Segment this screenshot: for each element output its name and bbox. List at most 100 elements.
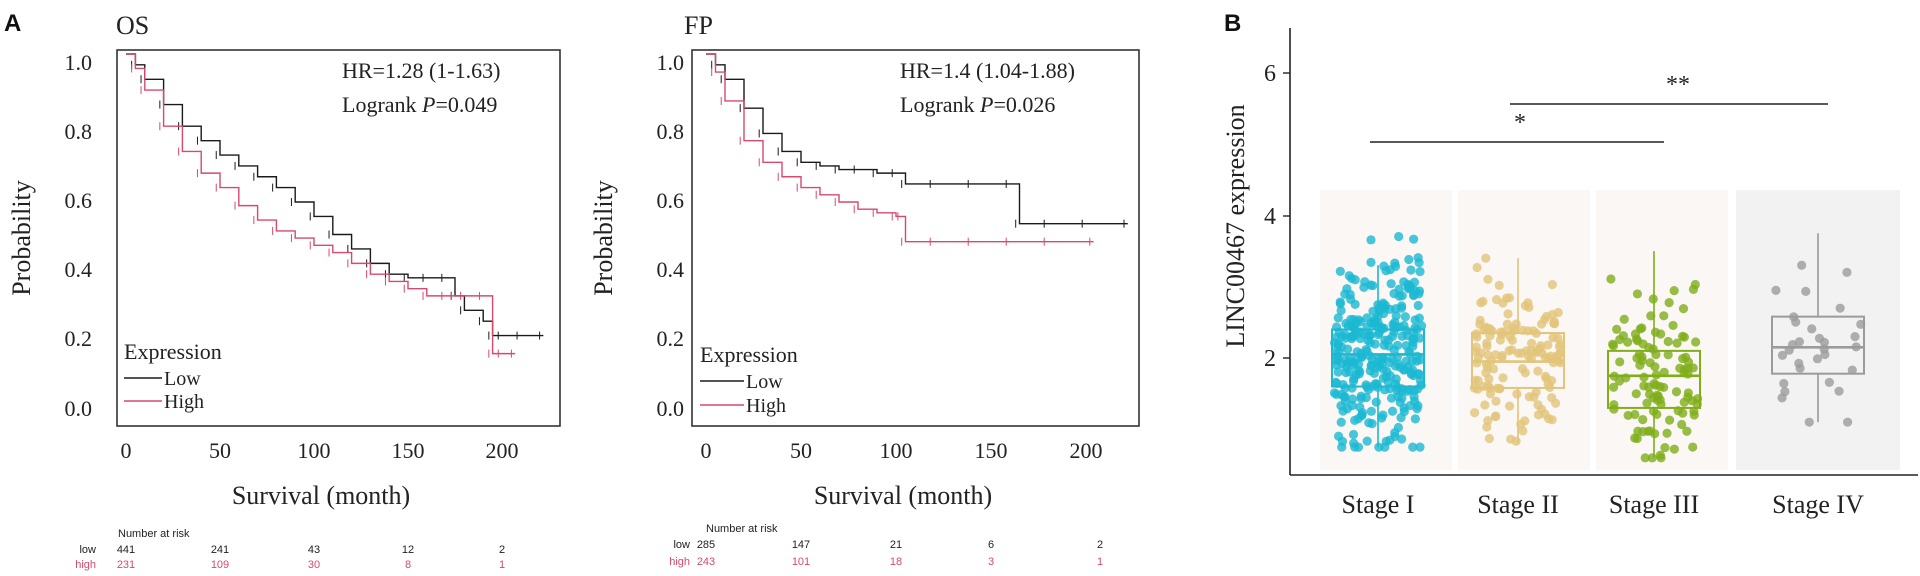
- x-tick-label: Stage II: [1477, 490, 1559, 519]
- data-point: [1635, 360, 1645, 370]
- data-point: [1373, 329, 1383, 340]
- x-tick-label: 0: [121, 438, 132, 463]
- data-point: [1532, 347, 1542, 357]
- x-axis-label-os: Survival (month): [232, 481, 410, 510]
- data-point: [1405, 400, 1415, 411]
- data-point: [1677, 331, 1688, 341]
- data-point: [1546, 351, 1556, 361]
- data-point: [1410, 414, 1420, 424]
- risk-high-label-fp: high: [669, 556, 690, 568]
- y-tick-label: 1.0: [657, 50, 685, 75]
- km-plot-os: OS 1.0 0.8 0.6 0.4 0.2 0.0 0 50 100 150 …: [7, 11, 561, 571]
- data-point: [1850, 331, 1860, 342]
- box: [1331, 328, 1425, 388]
- legend-label-high: High: [746, 395, 786, 417]
- data-point: [1387, 406, 1398, 416]
- data-point: [1659, 311, 1669, 321]
- data-point: [1481, 322, 1491, 332]
- data-point: [1835, 303, 1845, 313]
- data-point: [1819, 337, 1829, 347]
- risk-value: 241: [211, 544, 229, 556]
- data-point: [1615, 357, 1625, 367]
- data-point: [1333, 313, 1343, 323]
- data-point: [1639, 381, 1649, 391]
- data-point: [1390, 361, 1401, 371]
- data-point: [1393, 422, 1404, 433]
- data-point: [1408, 334, 1418, 344]
- data-point: [1644, 389, 1655, 399]
- data-point: [1348, 429, 1359, 440]
- risk-value: 101: [792, 556, 810, 568]
- data-point: [1547, 279, 1557, 290]
- data-point: [1347, 400, 1357, 411]
- data-point: [1637, 323, 1647, 333]
- data-point: [1414, 369, 1425, 380]
- risk-high-label-os: high: [75, 559, 96, 571]
- data-point: [1688, 442, 1698, 452]
- data-point: [1409, 234, 1419, 244]
- data-point: [1415, 266, 1425, 277]
- risk-low-values-os: 441 241 43 12 2: [117, 544, 505, 556]
- data-point: [1650, 327, 1661, 337]
- legend-title-fp: Expression: [700, 342, 798, 367]
- data-point: [1606, 274, 1616, 284]
- logrank-p-value: =0.049: [435, 92, 497, 117]
- data-point: [1394, 231, 1404, 242]
- data-point: [1663, 336, 1673, 347]
- data-point: [1678, 353, 1688, 364]
- risk-value: 8: [405, 559, 411, 571]
- data-point: [1842, 417, 1853, 427]
- data-point: [1541, 373, 1551, 383]
- data-point: [1663, 350, 1673, 360]
- logrank-p-symbol: P: [979, 92, 993, 117]
- data-point: [1652, 390, 1662, 400]
- data-point: [1612, 324, 1622, 334]
- data-point: [1690, 279, 1700, 290]
- data-point: [1682, 426, 1692, 436]
- data-point: [1526, 338, 1537, 348]
- risk-value: 285: [697, 539, 715, 551]
- data-point: [1646, 311, 1656, 321]
- data-point: [1619, 314, 1629, 324]
- box: [1607, 349, 1701, 409]
- data-point: [1473, 384, 1483, 394]
- data-point: [1683, 388, 1693, 398]
- risk-value: 231: [117, 559, 135, 571]
- data-point: [1842, 267, 1852, 277]
- data-point: [1387, 331, 1398, 341]
- curves-os: [126, 53, 544, 358]
- data-point: [1691, 337, 1701, 347]
- data-point: [1353, 442, 1364, 452]
- data-point: [1391, 304, 1401, 314]
- y-tick-label: 4: [1264, 204, 1276, 230]
- data-point: [1350, 299, 1360, 309]
- data-point: [1650, 362, 1660, 372]
- data-point: [1660, 442, 1670, 453]
- data-point: [1508, 323, 1518, 333]
- data-point: [1529, 392, 1539, 402]
- risk-value: 6: [988, 539, 994, 551]
- data-point: [1512, 389, 1522, 399]
- data-point: [1777, 393, 1787, 403]
- data-point: [1355, 402, 1365, 412]
- plot-frame-os: [116, 49, 561, 427]
- data-point: [1389, 289, 1399, 299]
- data-point: [1473, 352, 1483, 362]
- data-point: [1779, 378, 1789, 389]
- y-tick-label: 0.8: [65, 119, 93, 144]
- data-point: [1490, 350, 1501, 360]
- x-tick-label: 150: [975, 438, 1008, 463]
- data-point: [1395, 397, 1405, 407]
- data-point: [1480, 400, 1490, 410]
- x-axis-box: Stage I Stage II Stage III Stage IV: [1342, 490, 1865, 519]
- data-point: [1335, 299, 1346, 309]
- data-point: [1678, 408, 1688, 418]
- data-point: [1482, 338, 1492, 348]
- y-axis-fp: 1.0 0.8 0.6 0.4 0.2 0.0: [657, 50, 685, 421]
- data-point: [1638, 414, 1648, 425]
- chart-title-os: OS: [116, 11, 149, 40]
- data-point: [1385, 371, 1396, 381]
- data-point: [1521, 346, 1532, 356]
- data-point: [1608, 339, 1618, 349]
- data-point: [1630, 409, 1640, 420]
